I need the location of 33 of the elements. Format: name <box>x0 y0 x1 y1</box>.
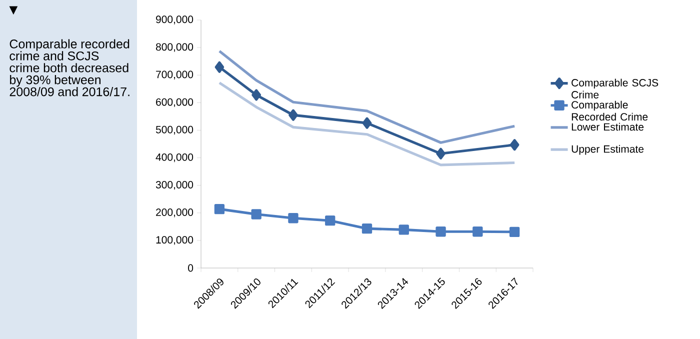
line-series <box>218 82 516 166</box>
y-tick-label: 0 <box>188 264 194 272</box>
y-tick-label: 800,000 <box>156 43 194 52</box>
point <box>362 117 372 129</box>
y-tick-label: 600,000 <box>156 98 194 108</box>
y-tick-label: 400,000 <box>156 153 194 162</box>
y-tick-label: 700,000 <box>156 70 194 80</box>
legend-label: Comparable SCJS Crime <box>572 78 658 98</box>
line-series <box>218 50 516 144</box>
point <box>398 224 409 235</box>
point <box>509 226 520 237</box>
point <box>436 148 446 160</box>
legend-label: Upper Estimate <box>572 145 644 155</box>
point <box>510 139 520 151</box>
point <box>288 109 298 121</box>
y-tick-label: 100,000 <box>156 236 194 245</box>
text: Comparable recorded crime and SCJS crime both decreased by 39% between 2008/09 and 2016/17. <box>10 39 130 96</box>
y-tick-label: 200,000 <box>156 208 194 218</box>
point <box>214 204 225 214</box>
point <box>436 226 446 237</box>
y-tick-label: 900,000 <box>156 16 194 24</box>
legend-label: Comparable Recorded Crime <box>572 100 648 121</box>
legend-label: Lower Estimate <box>572 122 644 131</box>
point <box>288 213 298 224</box>
point <box>252 89 261 101</box>
point <box>251 209 262 220</box>
y-tick-label: 500,000 <box>156 126 194 135</box>
text: ▼ <box>9 6 18 15</box>
point <box>214 61 224 73</box>
point <box>362 224 372 234</box>
y-tick-label: 300,000 <box>156 181 194 190</box>
point <box>472 226 483 237</box>
point <box>325 216 336 226</box>
